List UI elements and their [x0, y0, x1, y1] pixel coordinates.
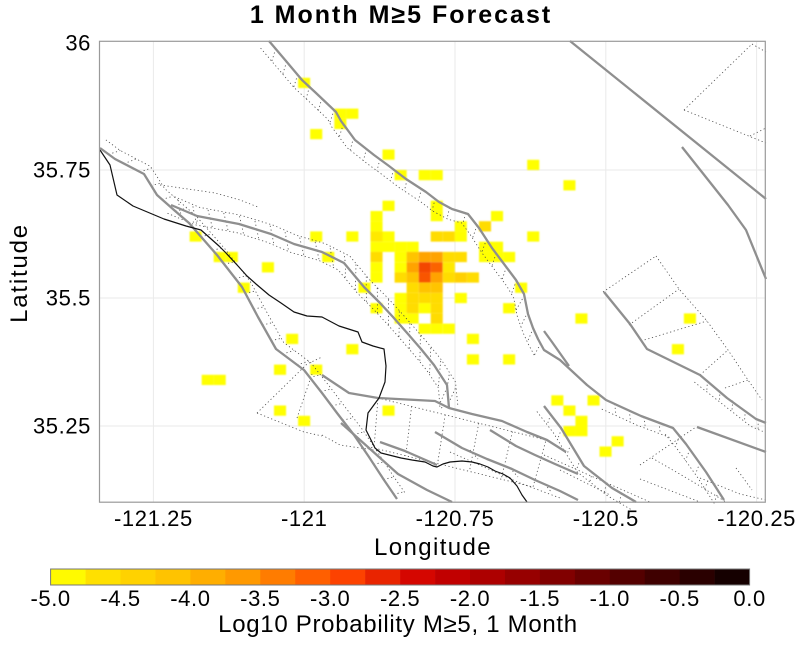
svg-text:-120.25: -120.25 — [717, 506, 796, 531]
svg-text:Latitude: Latitude — [6, 223, 33, 323]
svg-text:-1.5: -1.5 — [520, 586, 560, 611]
svg-text:-120.75: -120.75 — [416, 506, 495, 531]
svg-text:35.75: 35.75 — [33, 158, 91, 183]
svg-text:-2.0: -2.0 — [450, 586, 490, 611]
svg-text:Log10 Probability M≥5, 1 Month: Log10 Probability M≥5, 1 Month — [218, 611, 578, 638]
svg-text:-1.0: -1.0 — [590, 586, 630, 611]
svg-text:Longitude: Longitude — [374, 534, 492, 561]
svg-text:1 Month M≥5 Forecast: 1 Month M≥5 Forecast — [250, 1, 552, 29]
svg-text:-3.5: -3.5 — [240, 586, 280, 611]
svg-text:-5.0: -5.0 — [30, 586, 70, 611]
svg-text:36: 36 — [65, 31, 91, 56]
svg-text:0.0: 0.0 — [733, 586, 765, 611]
svg-text:-0.5: -0.5 — [660, 586, 700, 611]
svg-text:35.25: 35.25 — [33, 414, 91, 439]
svg-text:-2.5: -2.5 — [380, 586, 420, 611]
svg-text:-121: -121 — [281, 506, 327, 531]
svg-text:-3.0: -3.0 — [310, 586, 350, 611]
svg-text:-4.0: -4.0 — [170, 586, 210, 611]
svg-text:-4.5: -4.5 — [100, 586, 140, 611]
svg-text:-121.25: -121.25 — [114, 506, 193, 531]
svg-text:35.5: 35.5 — [46, 286, 91, 311]
svg-text:-120.5: -120.5 — [573, 506, 639, 531]
